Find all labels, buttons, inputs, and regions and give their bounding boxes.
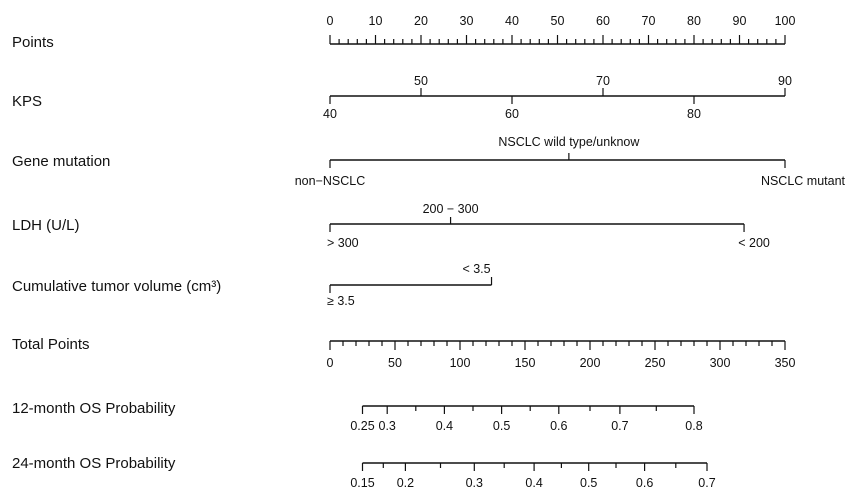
- row-label-total-points: Total Points: [12, 336, 90, 353]
- points-tick-label: 70: [642, 14, 656, 28]
- os-12-tick-label: 0.3: [379, 419, 396, 433]
- kps-tick-label: 50: [414, 74, 428, 88]
- os-24-tick-label: 0.3: [466, 476, 483, 490]
- chart-marks: 0 10 20 30 40 50 60 70 80 90 100 40 50 60 70 80 90 non−NS…: [295, 14, 846, 490]
- points-tick-label: 50: [551, 14, 565, 28]
- points-tick-label: 10: [369, 14, 383, 28]
- kps-tick-label: 80: [687, 107, 701, 121]
- total-points-tick-label: 150: [515, 356, 536, 370]
- os-12-tick-label: 0.8: [685, 419, 702, 433]
- os-12-tick-label: 0.5: [493, 419, 510, 433]
- points-tick-label: 80: [687, 14, 701, 28]
- os-24-tick-label: 0.15: [350, 476, 374, 490]
- points-tick-label: 60: [596, 14, 610, 28]
- tumor-volume-level-label: ≥ 3.5: [327, 294, 355, 308]
- kps-tick-label: 90: [778, 74, 792, 88]
- points-tick-label: 30: [460, 14, 474, 28]
- os-12-tick-label: 0.7: [611, 419, 628, 433]
- os-24-tick-label: 0.5: [580, 476, 597, 490]
- os-12-tick-label: 0.6: [550, 419, 567, 433]
- total-points-tick-label: 0: [327, 356, 334, 370]
- os-24-tick-label: 0.7: [698, 476, 715, 490]
- total-points-tick-label: 100: [450, 356, 471, 370]
- gene-mutation-level-label: non−NSCLC: [295, 174, 366, 188]
- total-points-tick-label: 200: [580, 356, 601, 370]
- gene-mutation-level-label: NSCLC mutant: [761, 174, 846, 188]
- points-tick-label: 0: [327, 14, 334, 28]
- total-points-tick-label: 50: [388, 356, 402, 370]
- points-tick-label: 20: [414, 14, 428, 28]
- ldh-level-label: > 300: [327, 236, 359, 250]
- row-label-os-12: 12-month OS Probability: [12, 400, 176, 417]
- ldh-level-label: < 200: [738, 236, 770, 250]
- row-label-ldh: LDH (U/L): [12, 217, 80, 234]
- points-tick-label: 100: [775, 14, 796, 28]
- total-points-tick-label: 300: [710, 356, 731, 370]
- total-points-tick-label: 350: [775, 356, 796, 370]
- os-24-tick-label: 0.2: [397, 476, 414, 490]
- points-tick-label: 90: [733, 14, 747, 28]
- row-label-gene-mutation: Gene mutation: [12, 153, 110, 170]
- kps-tick-label: 60: [505, 107, 519, 121]
- kps-tick-label: 40: [323, 107, 337, 121]
- os-24-tick-label: 0.4: [525, 476, 542, 490]
- row-label-kps: KPS: [12, 93, 42, 110]
- points-tick-label: 40: [505, 14, 519, 28]
- row-label-os-24: 24-month OS Probability: [12, 455, 176, 472]
- total-points-tick-label: 250: [645, 356, 666, 370]
- row-label-tumor-volume: Cumulative tumor volume (cm³): [12, 278, 221, 295]
- os-12-tick-label: 0.4: [436, 419, 453, 433]
- tumor-volume-level-label: < 3.5: [462, 262, 490, 276]
- os-24-tick-label: 0.6: [636, 476, 653, 490]
- ldh-level-label: 200 − 300: [423, 202, 479, 216]
- kps-tick-label: 70: [596, 74, 610, 88]
- gene-mutation-level-label: NSCLC wild type/unknow: [498, 135, 640, 149]
- row-label-points: Points: [12, 34, 54, 51]
- os-12-tick-label: 0.25: [350, 419, 374, 433]
